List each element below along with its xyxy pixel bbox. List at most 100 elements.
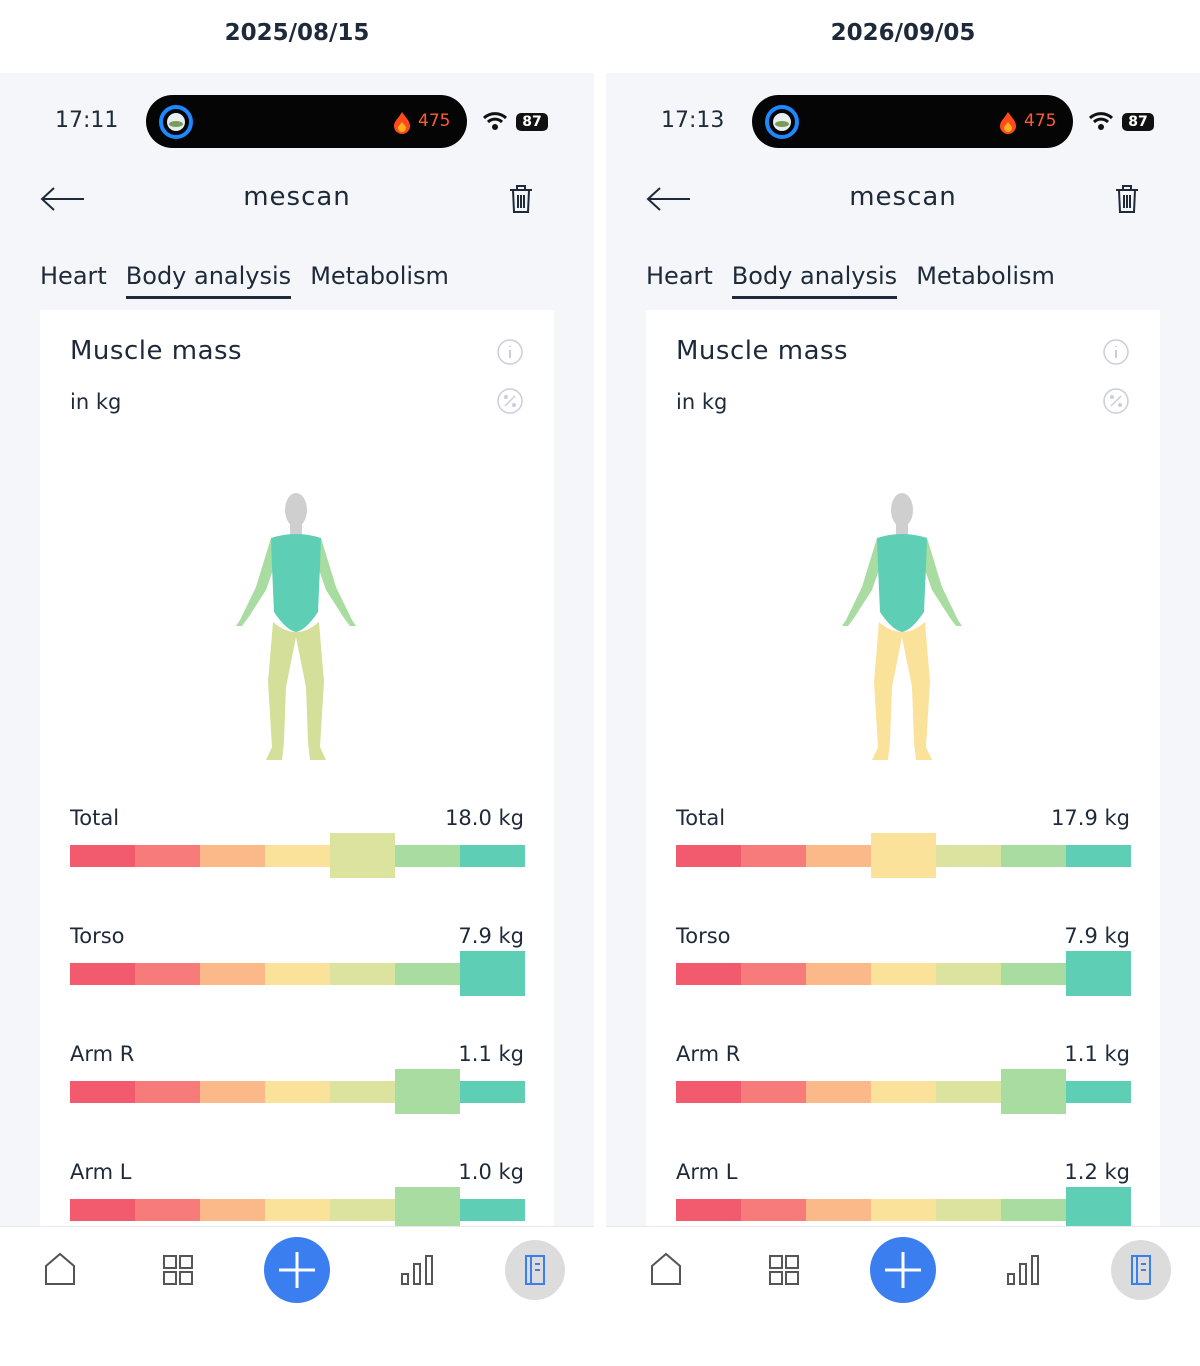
info-button[interactable] (496, 338, 524, 370)
scale-segment-active (460, 951, 525, 996)
tab[interactable]: Heart (40, 262, 107, 290)
nav-home[interactable] (650, 1252, 682, 1290)
scale-segment (200, 963, 265, 985)
scale-segment (936, 1081, 1001, 1103)
tab[interactable]: Heart (646, 262, 713, 290)
scale-segment (330, 963, 395, 985)
scale-segment (135, 1081, 200, 1103)
scale-segment (330, 1199, 395, 1221)
nav-stats[interactable] (400, 1254, 434, 1290)
body-figure (832, 492, 972, 768)
card (40, 310, 554, 1226)
back-button[interactable] (644, 186, 694, 216)
battery-level: 87 (516, 113, 548, 131)
scale-segment (1001, 845, 1066, 867)
wifi-icon (482, 112, 508, 130)
percent-button-icon (1103, 388, 1129, 414)
scale-segment (395, 963, 460, 985)
nav-home-icon (651, 1252, 681, 1285)
scale-segment (135, 963, 200, 985)
metric-value: 1.1 kg (458, 1042, 524, 1066)
calorie-count: 475 (1024, 111, 1057, 131)
delete-button[interactable] (508, 184, 534, 218)
phone-panel: 2025/08/15 17:11 475 87 mescan Heart Body anal… (0, 0, 594, 1366)
capture-date: 2026/09/05 (830, 20, 976, 46)
scale-segment (936, 1199, 1001, 1221)
wifi-icon (1088, 112, 1114, 130)
scale-segment (871, 1199, 936, 1221)
percent-button-icon (497, 388, 523, 414)
metric-value: 1.0 kg (458, 1160, 524, 1184)
delete-button-icon (510, 185, 532, 213)
nav-journal-icon (505, 1240, 565, 1300)
tab[interactable]: Body analysis (125, 262, 292, 299)
tab[interactable]: Metabolism (916, 262, 1055, 290)
tab[interactable]: Metabolism (310, 262, 449, 290)
scale-segment (676, 963, 741, 985)
scale-segment (741, 1081, 806, 1103)
scale-segment (70, 1199, 135, 1221)
scale-segment-active (871, 833, 936, 878)
scale-segment (200, 845, 265, 867)
scale-segment (936, 963, 1001, 985)
back-button[interactable] (38, 186, 88, 216)
percent-button[interactable] (1102, 387, 1130, 419)
info-button[interactable] (1102, 338, 1130, 370)
back-button-icon (646, 187, 690, 211)
nav-dashboard-icon (769, 1255, 799, 1285)
app-title: mescan (243, 182, 351, 212)
scale-segment (265, 963, 330, 985)
scale-segment (70, 1081, 135, 1103)
nav-dashboard-icon (163, 1255, 193, 1285)
percent-button[interactable] (496, 387, 524, 419)
app-title: mescan (849, 182, 957, 212)
metric-value: 1.2 kg (1064, 1160, 1130, 1184)
flame (998, 110, 1018, 138)
scale-segment (265, 1199, 330, 1221)
metric-label: Arm R (676, 1042, 741, 1066)
flame-icon (394, 112, 410, 134)
scale-segment (676, 845, 741, 867)
scale-segment (806, 845, 871, 867)
nav-journal[interactable] (1111, 1240, 1171, 1304)
scale-segment (200, 1199, 265, 1221)
body-figure-icon (842, 493, 962, 760)
nav-add[interactable] (263, 1236, 331, 1308)
tab-bar: Heart Body analysis Metabolism (40, 262, 449, 299)
scale-segment (1066, 1081, 1131, 1103)
metric-label: Torso (676, 924, 731, 948)
nav-stats[interactable] (1006, 1254, 1040, 1290)
card-title: Muscle mass (676, 336, 849, 366)
scale-segment (395, 845, 460, 867)
scale-segment (1066, 845, 1131, 867)
scale-segment (330, 1081, 395, 1103)
scale-segment (1001, 1199, 1066, 1221)
dynamic-island (146, 95, 467, 148)
delete-button-icon (1116, 185, 1138, 213)
nav-home[interactable] (44, 1252, 76, 1290)
capture-date: 2025/08/15 (224, 20, 370, 46)
scale-segment-active (330, 833, 395, 878)
activity-ring-icon (159, 105, 193, 139)
card-unit: in kg (70, 390, 122, 414)
activity-ring-icon (765, 105, 799, 139)
delete-button[interactable] (1114, 184, 1140, 218)
scale-segment-active (395, 1069, 460, 1114)
nav-add[interactable] (869, 1236, 937, 1308)
scale-segment (460, 845, 525, 867)
scale-segment (135, 845, 200, 867)
tab[interactable]: Body analysis (731, 262, 898, 299)
metric-label: Total (676, 806, 726, 830)
flame-icon (1000, 112, 1016, 134)
info-button-icon (497, 339, 523, 365)
wifi (482, 110, 508, 136)
nav-stats-icon (401, 1255, 433, 1285)
phone-panel: 2026/09/05 17:13 475 87 mescan Heart Body anal… (606, 0, 1200, 1366)
nav-dashboard[interactable] (768, 1254, 800, 1290)
status-time: 17:13 (661, 108, 725, 133)
metric-value: 7.9 kg (458, 924, 524, 948)
nav-journal[interactable] (505, 1240, 565, 1304)
nav-dashboard[interactable] (162, 1254, 194, 1290)
nav-stats-icon (1007, 1255, 1039, 1285)
scale-segment (741, 845, 806, 867)
